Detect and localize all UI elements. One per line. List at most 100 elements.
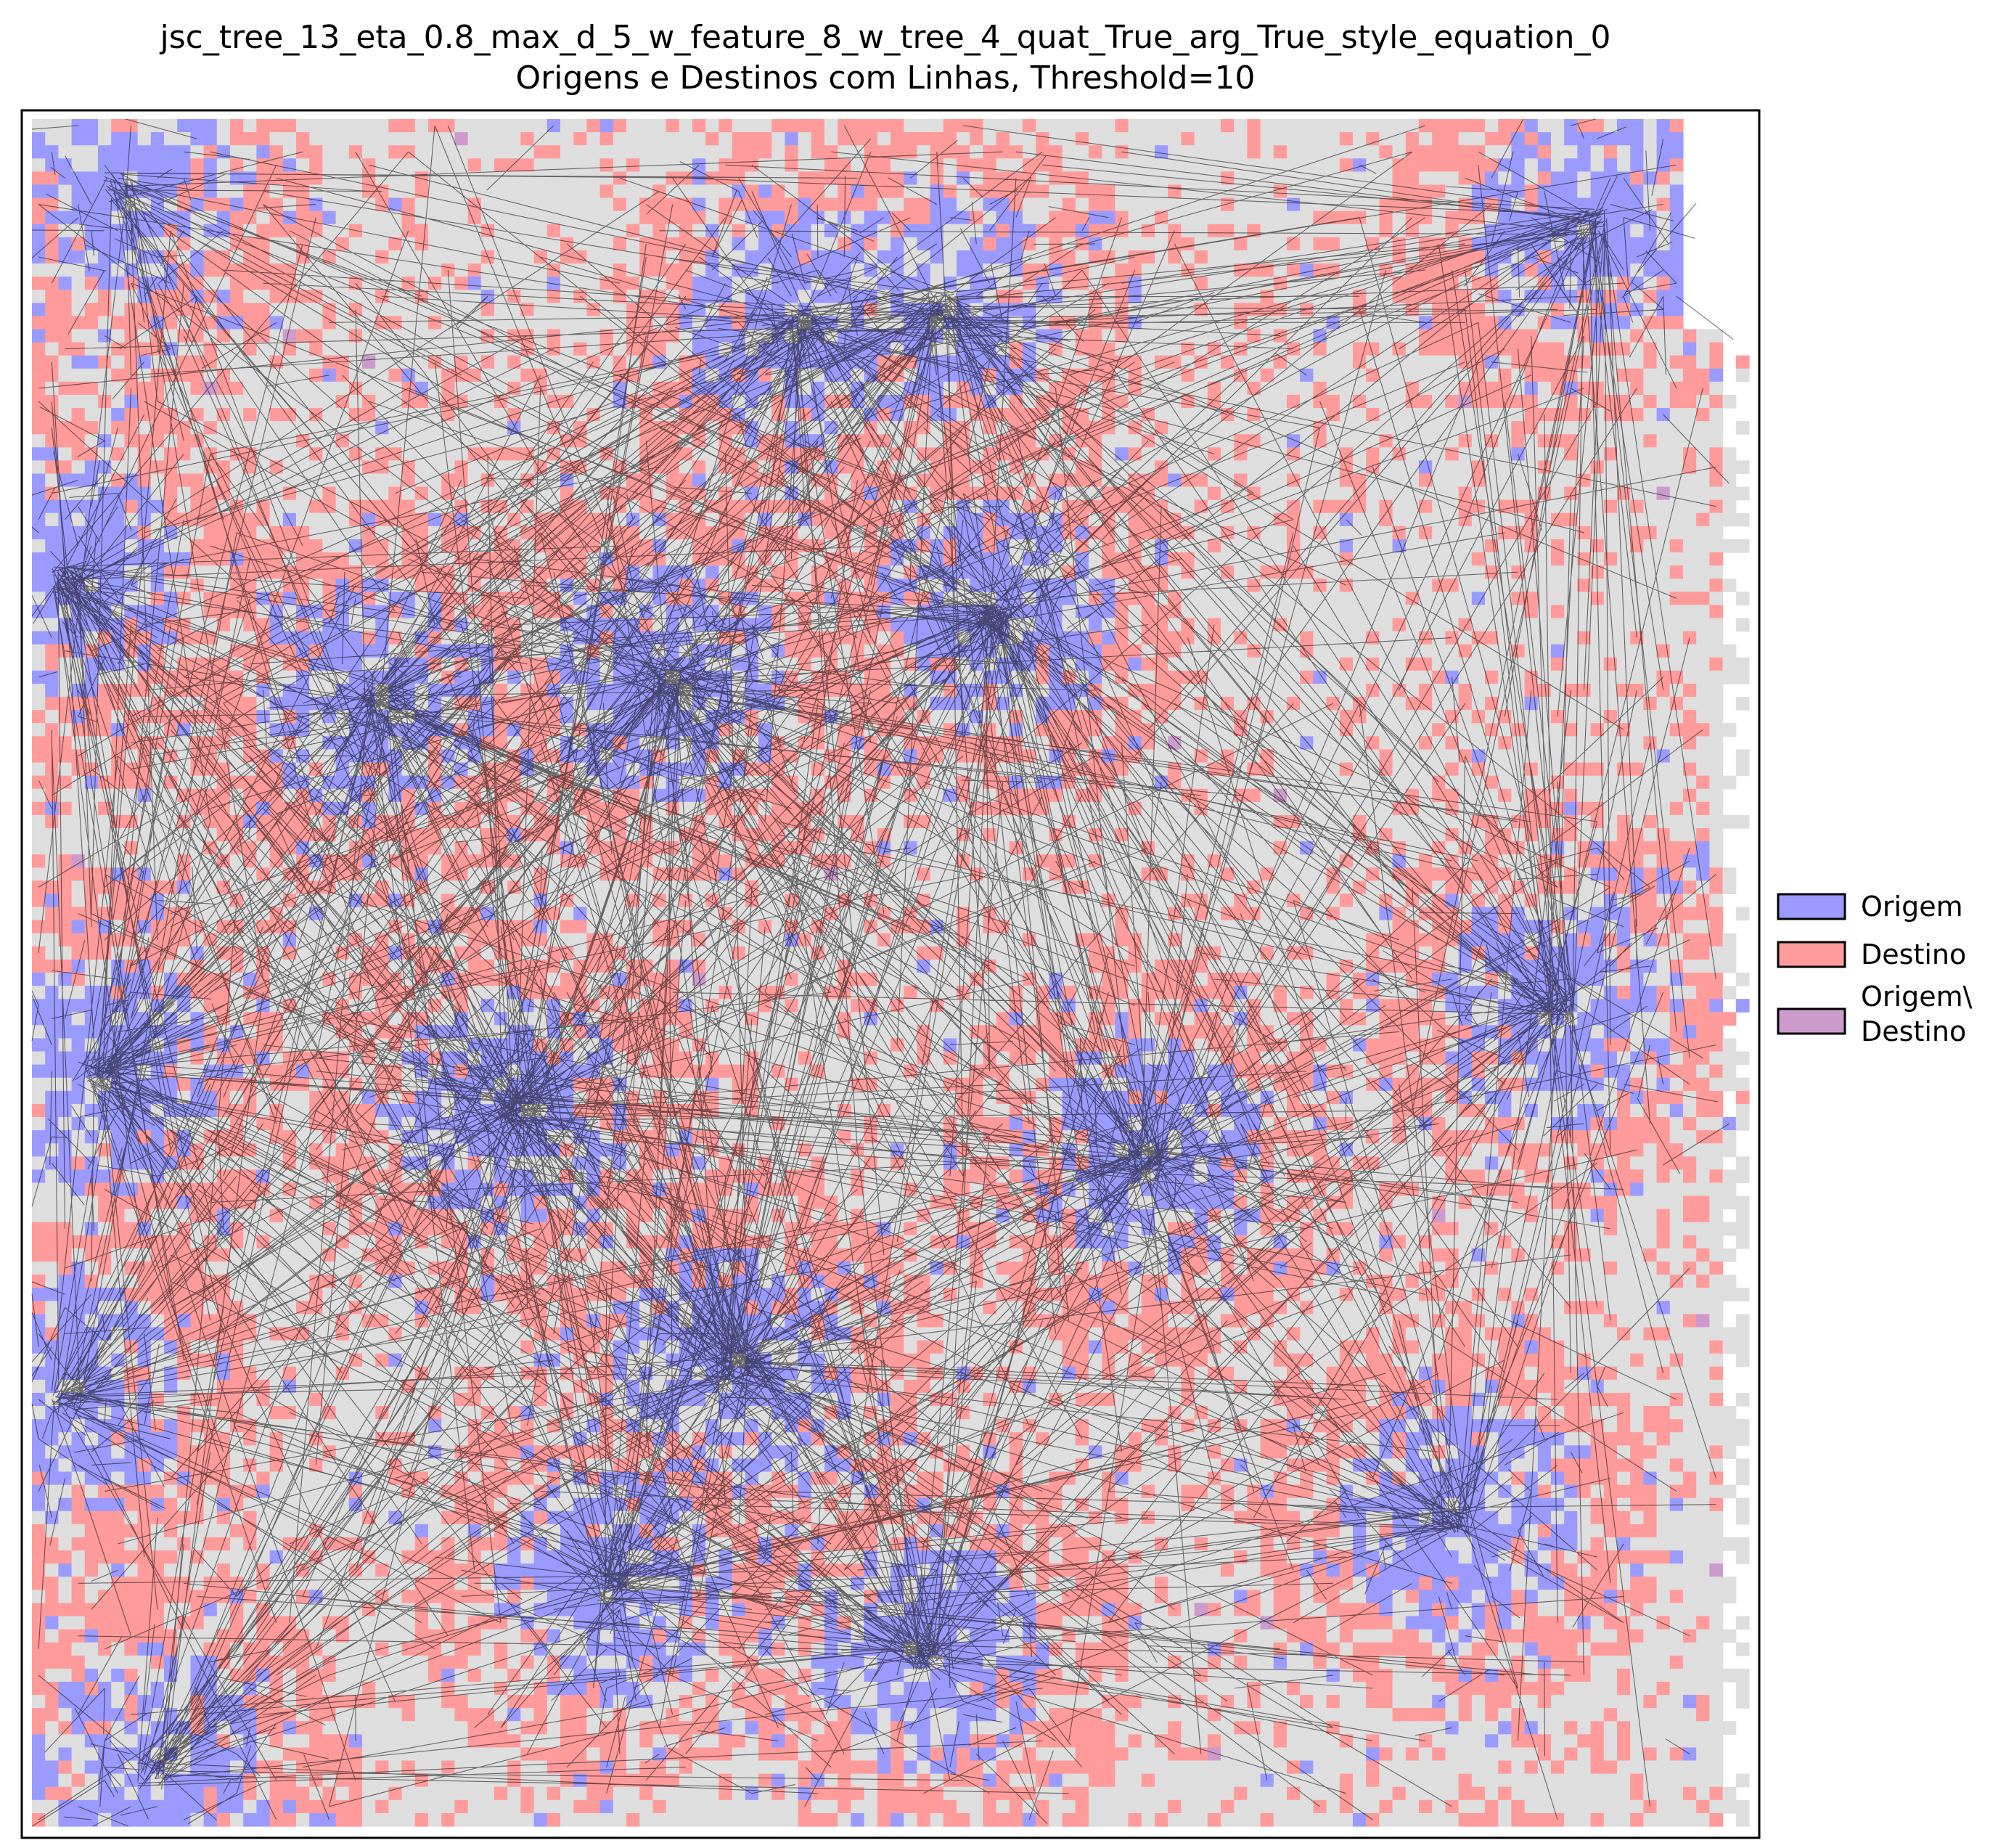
grid-cell-bg — [1511, 460, 1525, 474]
grid-cell-dest — [1709, 356, 1723, 369]
grid-cell-bg — [336, 539, 350, 553]
grid-cell-dest — [468, 158, 482, 172]
grid-cell-bg — [402, 171, 416, 185]
grid-cell-bg — [58, 447, 72, 461]
grid-cell-bg — [1247, 605, 1261, 618]
grid-cell-dest — [520, 132, 534, 146]
grid-cell-dest — [402, 473, 416, 487]
grid-cell-dest — [494, 158, 508, 172]
grid-cell-bg — [1657, 513, 1671, 527]
grid-cell-bg — [904, 119, 917, 133]
grid-cell-dest — [1406, 395, 1420, 409]
grid-cell-bg — [388, 408, 402, 422]
grid-cell-bg — [494, 132, 508, 146]
grid-cell-origin — [1010, 211, 1023, 225]
grid-cell-bg — [1617, 592, 1631, 605]
grid-cell-dest — [1234, 447, 1248, 461]
grid-cell-bg — [177, 250, 191, 264]
grid-cell-bg — [1406, 552, 1420, 566]
grid-cell-bg — [1181, 184, 1195, 198]
grid-cell-origin — [917, 618, 930, 632]
grid-cell-bg — [481, 277, 495, 290]
grid-cell-bg — [705, 211, 719, 225]
grid-cell-bg — [1379, 539, 1393, 553]
grid-cell-bg — [520, 171, 534, 185]
grid-cell-bg — [1155, 343, 1168, 356]
grid-cell-dest — [864, 237, 878, 251]
grid-cell-bg — [1709, 487, 1723, 501]
grid-cell-bg — [1551, 158, 1565, 172]
grid-cell-origin — [1617, 263, 1631, 277]
grid-cell-bg — [296, 303, 310, 316]
grid-cell-bg — [943, 250, 957, 264]
grid-cell-bg — [824, 184, 838, 198]
grid-cell-bg — [1300, 408, 1314, 422]
grid-cell-origin — [124, 158, 138, 172]
grid-cell-bg — [1340, 618, 1354, 632]
grid-cell-bg — [296, 119, 310, 133]
grid-cell-bg — [666, 145, 680, 159]
grid-cell-bg — [1221, 513, 1235, 527]
grid-cell-dest — [256, 539, 270, 553]
grid-cell-dest — [1459, 329, 1473, 343]
grid-cell-dest — [1155, 460, 1168, 474]
grid-cell-bg — [692, 132, 706, 146]
grid-cell-origin — [204, 184, 218, 198]
grid-cell-bg — [1498, 447, 1512, 461]
grid-cell-bg — [1142, 211, 1155, 225]
grid-cell-dest — [1538, 369, 1552, 383]
grid-cell-bg — [1366, 565, 1380, 579]
grid-cell-bg — [1591, 145, 1605, 159]
grid-cell-bg — [375, 382, 389, 396]
grid-cell-bg — [1287, 224, 1301, 238]
grid-cell-dest — [72, 316, 86, 330]
grid-cell-bg — [349, 290, 363, 303]
grid-cell-origin — [98, 198, 112, 212]
grid-cell-bg — [626, 132, 640, 146]
grid-cell-bg — [362, 145, 376, 159]
chart-subtitle: Origens e Destinos com Linhas, Threshold… — [516, 60, 1256, 97]
grid-cell-origin — [917, 224, 930, 238]
grid-cell-bg — [626, 184, 640, 198]
grid-cell-bg — [1393, 487, 1407, 501]
grid-cell-origin — [1630, 303, 1644, 316]
grid-cell-bg — [1445, 500, 1459, 514]
grid-cell-bg — [85, 329, 99, 343]
grid-cell-bg — [1208, 184, 1221, 198]
grid-cell-dest — [32, 211, 46, 225]
grid-cell-bg — [573, 224, 587, 238]
grid-cell-bg — [1551, 618, 1565, 632]
grid-cell-bg — [1287, 369, 1301, 383]
grid-cell-bg — [1591, 158, 1605, 172]
grid-cell-origin — [72, 356, 86, 369]
grid-cell-bg — [917, 171, 930, 185]
grid-cell-dest — [243, 277, 257, 290]
grid-cell-bg — [1591, 408, 1605, 422]
grid-cell-bg — [349, 132, 363, 146]
grid-cell-bg — [1366, 500, 1380, 514]
grid-cell-bg — [1142, 198, 1155, 212]
grid-cell-bg — [1049, 198, 1063, 212]
grid-cell-bg — [970, 224, 983, 238]
grid-cell-dest — [1472, 250, 1486, 264]
grid-cell-bg — [243, 395, 257, 409]
grid-cell-bg — [309, 382, 323, 396]
grid-cell-bg — [1419, 132, 1433, 146]
grid-cell-dest — [1696, 513, 1710, 527]
grid-cell-bg — [98, 132, 112, 146]
grid-cell-bg — [441, 290, 455, 303]
grid-cell-dest — [58, 382, 72, 396]
grid-cell-bg — [309, 513, 323, 527]
grid-cell-origin — [349, 631, 363, 645]
grid-cell-dest — [454, 277, 468, 290]
grid-cell-origin — [58, 211, 72, 225]
grid-cell-bg — [1327, 539, 1340, 553]
grid-cell-bg — [1617, 526, 1631, 540]
grid-cell-bg — [573, 356, 587, 369]
grid-cell-dest — [811, 513, 825, 527]
grid-cell-bg — [124, 592, 138, 605]
grid-cell-bg — [1657, 473, 1671, 487]
grid-cell-dest — [904, 145, 917, 159]
grid-cell-bg — [666, 132, 680, 146]
grid-cell-dest — [983, 487, 996, 501]
